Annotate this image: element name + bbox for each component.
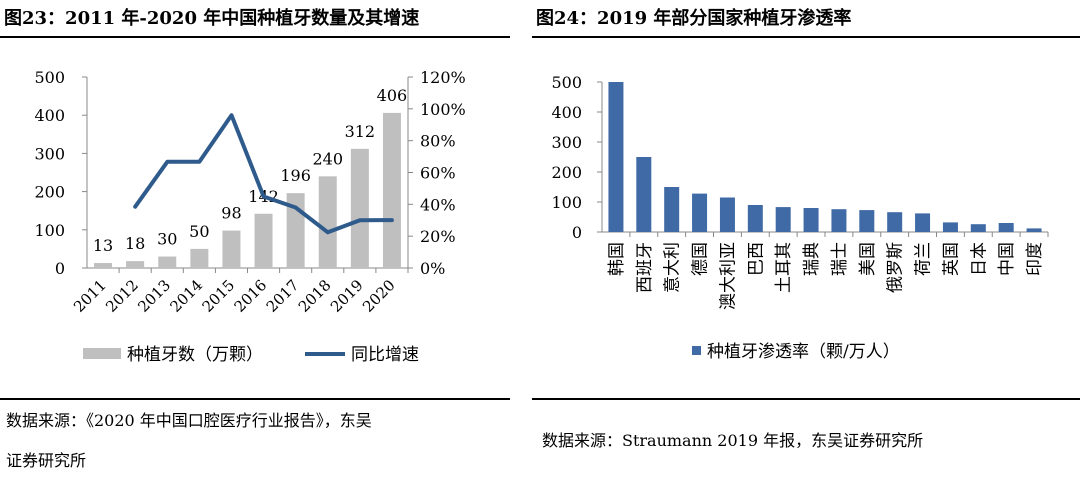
bar-2012 <box>126 261 145 268</box>
bar-value-label: 312 <box>345 122 376 141</box>
bar-西班牙 <box>636 157 652 232</box>
x-tick-label: 2013 <box>134 276 174 316</box>
bar-value-label: 30 <box>157 230 177 249</box>
y-tick-label-right: 100% <box>420 100 466 119</box>
x-tick-label: 2012 <box>102 276 142 316</box>
x-tick-label: 2017 <box>263 276 303 316</box>
y-tick-label-right: 40% <box>420 195 456 214</box>
bar-2013 <box>158 256 177 268</box>
bar-英国 <box>942 222 958 232</box>
bar-chart-right: 0 100 200 300 400 500 韩国 西班牙 意大利 德国 澳大利亚 巴西 土耳其 瑞典 瑞士美… <box>551 73 1049 362</box>
y-tick-label-left: 400 <box>34 106 65 125</box>
bar-印度 <box>1026 228 1042 232</box>
x-tick-label: 印度 <box>1025 242 1045 276</box>
y-tick-label-right: 60% <box>420 164 456 183</box>
y-tick-label-right: 20% <box>420 227 456 246</box>
x-tick-label: 2015 <box>199 276 239 316</box>
y-tick-label-left: 300 <box>34 144 65 163</box>
x-tick-label: 德国 <box>691 242 711 276</box>
y-tick-label: 100 <box>551 193 582 212</box>
bar-2020 <box>382 112 401 269</box>
legend-swatch-bars <box>83 348 121 359</box>
bar-巴西 <box>747 205 763 232</box>
bar-中国 <box>998 223 1014 232</box>
bar-澳大利亚 <box>719 197 735 232</box>
y-tick-label: 0 <box>572 223 582 242</box>
x-tick-label: 英国 <box>941 242 961 276</box>
bar-2011 <box>94 263 113 268</box>
bar-瑞典 <box>803 208 819 232</box>
x-tick-label: 荷兰 <box>914 242 934 276</box>
y-tick-label: 300 <box>551 133 582 152</box>
chart-panel-left: 图23：2011 年-2020 年中国种植牙数量及其增速 0 100 200 300 4… <box>0 0 510 482</box>
source-left-line2: 证券研究所 <box>6 451 87 470</box>
source-left-line1: 数据来源：《2020 年中国口腔医疗行业报告》，东吴 <box>6 411 372 430</box>
legend-swatch <box>692 346 701 355</box>
bar-土耳其 <box>775 207 791 232</box>
x-tick-label: 西班牙 <box>635 242 655 293</box>
x-tick-label: 瑞典 <box>802 242 822 276</box>
x-tick-label: 2019 <box>327 276 367 316</box>
bar-2015 <box>222 230 241 268</box>
y-tick-label: 500 <box>551 73 582 92</box>
bar-value-label: 406 <box>377 86 408 105</box>
x-tick-label: 美国 <box>858 242 878 276</box>
bar-value-label: 18 <box>125 234 145 253</box>
x-tick-label: 2018 <box>295 276 335 316</box>
x-tick-label: 2014 <box>166 276 206 316</box>
bar-value-label: 240 <box>312 149 343 168</box>
bar-2016 <box>254 213 273 268</box>
x-tick-label: 巴西 <box>746 242 766 276</box>
y-tick-label: 400 <box>551 103 582 122</box>
y-tick-label: 200 <box>551 163 582 182</box>
bar-日本 <box>970 224 986 232</box>
y-tick-label-left: 0 <box>55 259 65 278</box>
y-tick-label-right: 0% <box>420 259 445 278</box>
bar-德国 <box>692 193 708 232</box>
bar-俄罗斯 <box>887 212 903 232</box>
x-tick-label: 澳大利亚 <box>718 242 738 310</box>
chart-panel-right: 图24：2019 年部分国家种植牙渗透率 0 100 200 300 400 500 韩国西… <box>532 0 1080 482</box>
x-tick-label: 意大利 <box>663 242 683 293</box>
y-tick-label-right: 120% <box>420 68 466 87</box>
x-tick-label: 瑞士 <box>830 242 850 276</box>
source-rule-left <box>0 398 510 400</box>
x-tick-label: 2016 <box>231 276 271 316</box>
bar-value-label: 13 <box>93 236 113 255</box>
title-rule-left <box>0 36 510 38</box>
x-tick-label: 2011 <box>70 276 110 316</box>
x-tick-label: 土耳其 <box>774 242 794 293</box>
growth-rate-line <box>133 113 394 235</box>
legend-label-line: 同比增速 <box>351 345 419 365</box>
y-tick-label-left: 200 <box>34 183 65 202</box>
chart-title-right: 图24：2019 年部分国家种植牙渗透率 <box>536 8 852 29</box>
bar-荷兰 <box>915 213 931 232</box>
source-right: 数据来源：Straumann 2019 年报，东吴证券研究所 <box>542 431 924 450</box>
source-rule-right <box>532 398 1080 400</box>
bar-value-label: 196 <box>280 166 311 185</box>
bar-2018 <box>318 176 337 268</box>
x-tick-label: 日本 <box>969 242 989 276</box>
chart-title-left: 图23：2011 年-2020 年中国种植牙数量及其增速 <box>4 8 420 29</box>
bar-2019 <box>350 148 369 268</box>
legend-label: 种植牙渗透率（颗/万人） <box>707 342 900 362</box>
combo-chart-left: 0 100 200 300 400 500 0% 20% 40% 60% 80% 100% 120% 13… <box>34 68 466 365</box>
x-tick-label: 2020 <box>359 276 399 316</box>
legend-label-bars: 种植牙数（万颗） <box>127 345 263 365</box>
x-tick-label: 中国 <box>997 242 1017 276</box>
title-rule-right <box>532 36 1080 38</box>
bar-value-label: 50 <box>189 222 209 241</box>
y-tick-label-right: 80% <box>420 132 456 151</box>
bar-韩国 <box>608 82 624 232</box>
x-tick-label: 俄罗斯 <box>886 242 906 293</box>
bar-value-label: 98 <box>221 204 241 223</box>
bar-瑞士 <box>831 209 847 232</box>
x-tick-label: 韩国 <box>607 242 627 276</box>
bar-美国 <box>859 210 875 232</box>
y-tick-label-left: 100 <box>34 221 65 240</box>
bar-2014 <box>190 248 209 268</box>
bar-意大利 <box>664 187 680 232</box>
y-tick-label-left: 500 <box>34 68 65 87</box>
